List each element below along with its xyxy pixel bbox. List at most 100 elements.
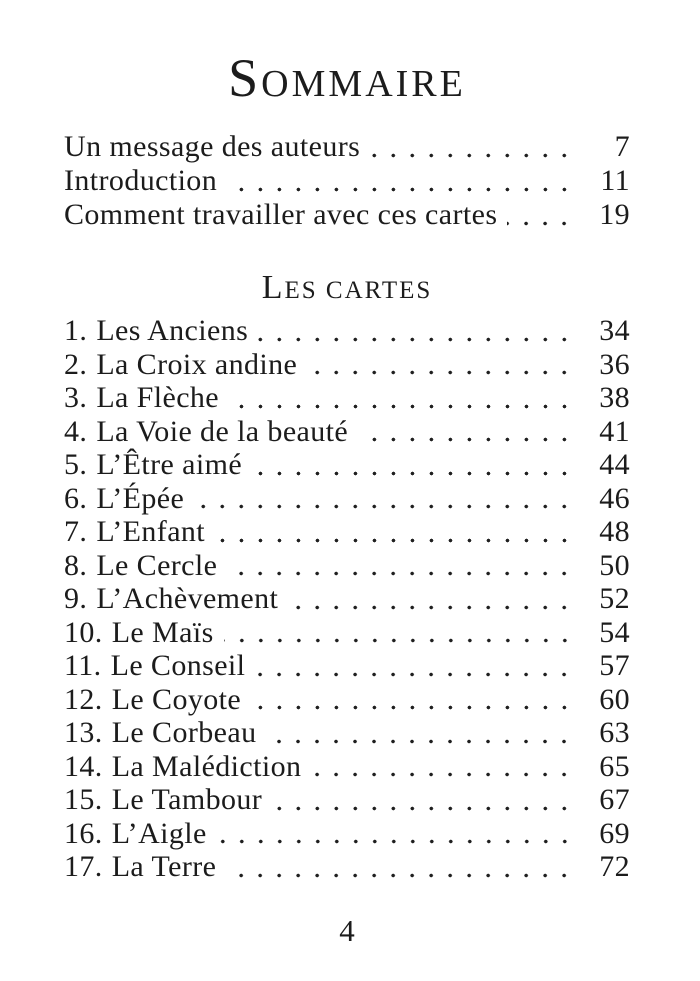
page-ref: 50 <box>599 548 630 582</box>
page-ref: 41 <box>599 414 630 448</box>
section-heading-text: ES CARTES <box>284 277 433 304</box>
toc-row: 11. Le Conseil 57 <box>64 649 630 683</box>
dot-leader <box>227 164 578 198</box>
dot-leader <box>252 448 578 482</box>
toc-entry-label: Le Conseil <box>110 649 246 682</box>
page-ref: 11 <box>600 164 630 197</box>
toc-entry-label: L’Achèvement <box>96 582 279 615</box>
entry-number: 1. <box>64 314 88 347</box>
toc-entry-label: La Flèche <box>96 381 220 414</box>
dot-leader <box>507 198 578 232</box>
entry-number: 5. <box>64 448 88 481</box>
entry-number: 9. <box>64 582 88 615</box>
dot-leader <box>370 130 578 164</box>
page-ref: 63 <box>599 716 630 749</box>
toc-entry-label: L’Être aimé <box>96 448 243 481</box>
entry-number: 2. <box>64 347 88 381</box>
toc-row: Comment travailler avec ces cartes 19 <box>64 198 630 232</box>
toc-entry-label: La Croix andine <box>96 347 298 381</box>
page-ref: 19 <box>599 198 630 231</box>
page-ref: 57 <box>599 649 630 682</box>
toc-entry-label: Introduction <box>64 164 218 197</box>
dot-leader <box>229 381 578 415</box>
toc-entry-label: L’Enfant <box>96 515 206 548</box>
toc-entry-label: La Voie de la beauté <box>96 414 349 448</box>
toc-row: 1. Les Anciens 34 <box>64 314 630 348</box>
dot-leader <box>226 850 578 884</box>
page-ref: 60 <box>599 682 630 716</box>
dot-leader <box>216 816 578 850</box>
toc-entry-label: Le Maïs <box>111 615 214 649</box>
dot-leader <box>227 548 578 582</box>
page-ref: 54 <box>599 615 630 649</box>
dot-leader <box>288 582 578 616</box>
section-heading-initial: L <box>261 269 285 306</box>
section-heading-les-cartes: LES CARTES <box>64 268 630 308</box>
toc-row: 6. L’Épée 46 <box>64 481 630 515</box>
toc-row: 5. L’Être aimé 44 <box>64 448 630 482</box>
entry-number: 12. <box>64 682 103 716</box>
toc-row: Un message des auteurs 7 <box>64 130 630 164</box>
entry-number: 16. <box>64 816 103 850</box>
dot-leader <box>266 716 578 750</box>
page-ref: 7 <box>614 130 630 163</box>
toc-entry-label: Un message des auteurs <box>64 130 361 163</box>
page-ref: 48 <box>599 515 630 548</box>
title-initial: S <box>228 48 262 108</box>
dot-leader <box>251 682 578 716</box>
entry-number: 8. <box>64 548 88 582</box>
toc-cards-list: 1. Les Anciens 34 2. La Croix andine 36 3.… <box>64 314 630 884</box>
entry-number: 14. <box>64 749 103 783</box>
dot-leader <box>194 481 578 515</box>
toc-entry-label: Le Cercle <box>96 548 218 582</box>
toc-row: 13. Le Corbeau 63 <box>64 716 630 750</box>
dot-leader <box>223 615 578 649</box>
toc-entry-label: L’Épée <box>96 481 185 515</box>
toc-row: 9. L’Achèvement 52 <box>64 582 630 616</box>
dot-leader <box>358 414 578 448</box>
page-ref: 52 <box>599 582 630 615</box>
toc-row: 10. Le Maïs 54 <box>64 615 630 649</box>
toc-entry-label: L’Aigle <box>111 816 207 850</box>
page-ref: 69 <box>599 816 630 850</box>
toc-entry-label: Le Corbeau <box>111 716 257 749</box>
page-ref: 38 <box>599 381 630 414</box>
dot-leader <box>272 783 578 817</box>
toc-entry-label: Le Coyote <box>111 682 242 716</box>
page-ref: 44 <box>599 448 630 481</box>
entry-number: 10. <box>64 615 103 649</box>
title-text: OMMAIRE <box>261 63 466 105</box>
toc-row: 17. La Terre 72 <box>64 850 630 884</box>
page-ref: 67 <box>599 783 630 816</box>
dot-leader <box>255 649 578 683</box>
entry-number: 3. <box>64 381 88 414</box>
folio-page-number: 4 <box>339 912 355 948</box>
toc-row: 4. La Voie de la beauté 41 <box>64 414 630 448</box>
entry-number: 4. <box>64 414 88 448</box>
page-ref: 46 <box>599 481 630 515</box>
toc-row: 15. Le Tambour 67 <box>64 783 630 817</box>
toc-entry-label: Comment travailler avec ces cartes <box>64 198 498 231</box>
page-ref: 72 <box>599 850 630 883</box>
toc-row: Introduction 11 <box>64 164 630 198</box>
toc-entry-label: La Terre <box>111 850 217 883</box>
dot-leader <box>307 347 578 381</box>
page-ref: 65 <box>599 749 630 783</box>
toc-entry-label: Les Anciens <box>96 314 249 347</box>
toc-entry-label: Le Tambour <box>111 783 263 816</box>
entry-number: 17. <box>64 850 103 883</box>
page-title: SOMMAIRE <box>64 48 630 108</box>
page-ref: 34 <box>599 314 630 347</box>
toc-entry-label: La Malédiction <box>111 749 302 783</box>
toc-row: 3. La Flèche 38 <box>64 381 630 415</box>
entry-number: 6. <box>64 481 88 515</box>
entry-number: 15. <box>64 783 103 816</box>
toc-row: 8. Le Cercle 50 <box>64 548 630 582</box>
dot-leader <box>311 749 578 783</box>
toc-row: 7. L’Enfant 48 <box>64 515 630 549</box>
dot-leader <box>258 314 578 348</box>
toc-front-matter-list: Un message des auteurs 7 Introduction 11… <box>64 130 630 232</box>
toc-row: 12. Le Coyote 60 <box>64 682 630 716</box>
entry-number: 13. <box>64 716 103 749</box>
